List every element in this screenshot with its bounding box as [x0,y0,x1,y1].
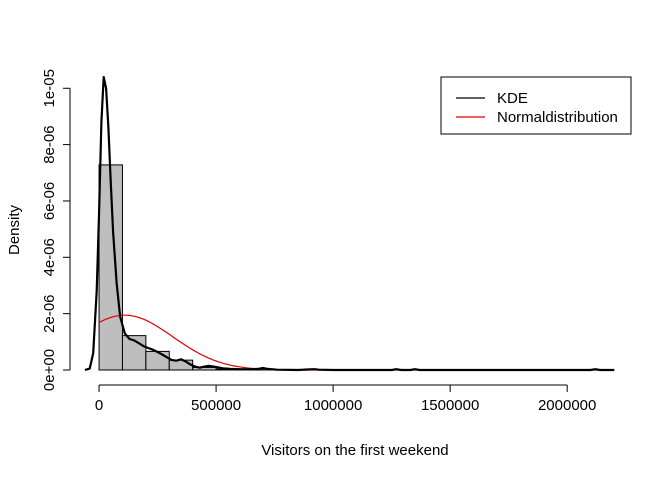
histogram-bar [145,350,170,371]
x-tick-label: 2000000 [538,397,596,414]
y-axis-title: Density [6,204,23,255]
legend: KDE Normaldistribution [440,76,632,135]
y-tick-label: 4e-06 [41,238,58,276]
legend-label-normaldistribution: Normaldistribution [497,109,618,126]
kde-curve [84,75,614,372]
y-tick-label: 1e-05 [41,69,58,107]
histogram-bar [168,359,194,371]
x-tick-label: 1500000 [421,397,479,414]
x-axis: 0 500000 1000000 1500000 2000000 [95,384,596,414]
y-tick-label: 8e-06 [41,125,58,163]
legend-label-kde: KDE [497,90,528,107]
x-tick-label: 1000000 [304,397,362,414]
y-axis: 0e+00 2e-06 4e-06 6e-06 8e-06 1e-05 [41,69,71,391]
x-axis-title: Visitors on the first weekend [261,442,448,459]
x-tick-label: 500000 [191,397,241,414]
y-tick-label: 6e-06 [41,182,58,220]
y-tick-label: 2e-06 [41,294,58,332]
y-tick-label: 0e+00 [41,349,58,391]
x-tick-label: 0 [95,397,103,414]
legend-box [440,76,632,135]
